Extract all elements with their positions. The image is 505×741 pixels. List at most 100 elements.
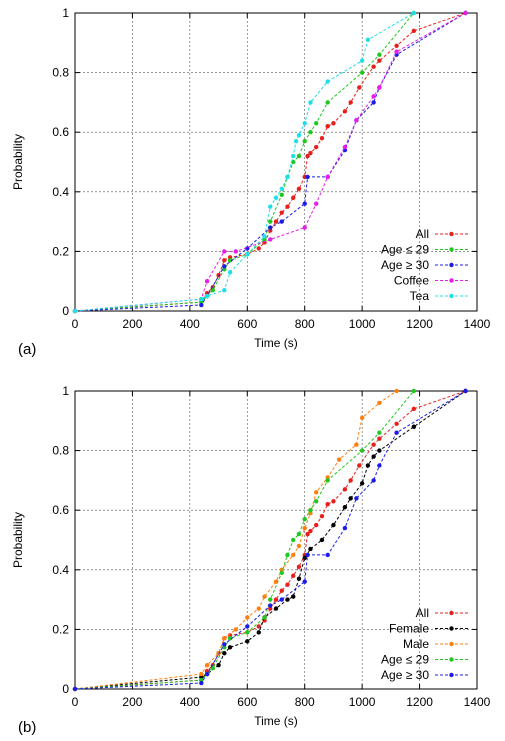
- data-point: [279, 219, 284, 224]
- data-point: [268, 237, 273, 242]
- data-point: [245, 624, 250, 629]
- data-point: [291, 537, 296, 543]
- data-point: [377, 430, 382, 435]
- panel-label: (b): [18, 719, 36, 736]
- series-age-29: [72, 10, 417, 314]
- data-point: [314, 499, 319, 504]
- data-point: [279, 570, 284, 575]
- data-point: [302, 121, 307, 126]
- y-tick-label: 0.4: [52, 185, 69, 199]
- data-point: [296, 543, 302, 549]
- data-point: [342, 487, 348, 492]
- data-point: [325, 174, 330, 180]
- data-point: [291, 573, 296, 578]
- data-point: [319, 513, 325, 519]
- data-point: [314, 522, 319, 528]
- x-tick-label: 400: [180, 695, 200, 709]
- data-point: [296, 153, 302, 159]
- data-point: [199, 671, 204, 677]
- series-male: [72, 388, 399, 692]
- data-point: [279, 210, 284, 215]
- data-point: [371, 478, 376, 483]
- legend-swatch-marker: [449, 626, 454, 631]
- data-point: [204, 662, 210, 668]
- data-point: [377, 436, 382, 441]
- x-tick-label: 800: [295, 317, 315, 331]
- data-point: [285, 597, 290, 602]
- data-point: [359, 415, 365, 421]
- data-point: [285, 552, 290, 558]
- data-point: [227, 270, 233, 275]
- data-point: [222, 642, 227, 647]
- data-point: [394, 421, 399, 426]
- data-point: [233, 627, 238, 632]
- data-point: [308, 150, 313, 156]
- data-point: [302, 579, 307, 584]
- data-point: [227, 645, 233, 650]
- data-point: [256, 624, 261, 629]
- data-point: [199, 680, 204, 686]
- data-point: [256, 246, 261, 251]
- legend-label: All: [416, 227, 429, 241]
- data-point: [319, 135, 325, 141]
- data-point: [245, 252, 250, 257]
- data-point: [268, 597, 273, 602]
- data-point: [411, 406, 417, 412]
- data-point: [305, 552, 310, 558]
- x-tick-label: 1000: [349, 695, 376, 709]
- data-point: [342, 109, 348, 114]
- data-point: [325, 124, 330, 129]
- data-point: [222, 636, 227, 641]
- legend-swatch-marker: [449, 293, 454, 299]
- data-point: [411, 10, 417, 16]
- data-point: [72, 308, 78, 314]
- data-point: [256, 630, 261, 635]
- data-point: [342, 144, 348, 150]
- data-point: [371, 442, 376, 447]
- data-point: [227, 258, 233, 263]
- legend-swatch-marker: [449, 247, 454, 252]
- y-tick-label: 1: [62, 6, 69, 20]
- y-tick-label: 1: [62, 384, 69, 398]
- data-point: [371, 94, 376, 99]
- data-point: [199, 302, 204, 308]
- data-point: [325, 478, 330, 483]
- data-point: [342, 525, 348, 531]
- y-tick-label: 0.6: [52, 503, 69, 517]
- data-point: [377, 448, 382, 453]
- legend-swatch-marker: [449, 610, 454, 616]
- data-point: [305, 531, 310, 537]
- data-point: [285, 174, 290, 180]
- data-point: [371, 100, 376, 105]
- series-age-29: [72, 388, 417, 692]
- data-point: [319, 537, 325, 543]
- data-point: [371, 64, 376, 69]
- legend-label: Coffee: [394, 274, 429, 288]
- data-point: [279, 192, 284, 197]
- data-point: [354, 118, 359, 123]
- data-point: [204, 671, 210, 677]
- data-point: [302, 516, 307, 522]
- x-tick-label: 1400: [464, 695, 491, 709]
- data-point: [342, 505, 348, 510]
- data-point: [463, 10, 468, 16]
- y-tick-label: 0: [62, 304, 69, 318]
- data-point: [222, 249, 227, 254]
- data-point: [296, 564, 302, 570]
- data-point: [245, 630, 250, 635]
- data-point: [291, 195, 296, 200]
- y-tick-label: 0.2: [52, 244, 69, 258]
- data-point: [348, 100, 353, 105]
- data-point: [222, 651, 227, 656]
- legend-label: Male: [403, 637, 429, 651]
- legend-label: Age ≥ 30: [381, 258, 429, 272]
- data-point: [365, 37, 371, 43]
- y-tick-label: 0.8: [52, 66, 69, 80]
- data-point: [233, 249, 238, 254]
- data-point: [302, 525, 307, 531]
- x-tick-label: 1000: [349, 317, 376, 331]
- y-tick-label: 0.6: [52, 125, 69, 139]
- data-point: [325, 79, 330, 84]
- data-point: [308, 528, 313, 534]
- data-point: [377, 52, 382, 57]
